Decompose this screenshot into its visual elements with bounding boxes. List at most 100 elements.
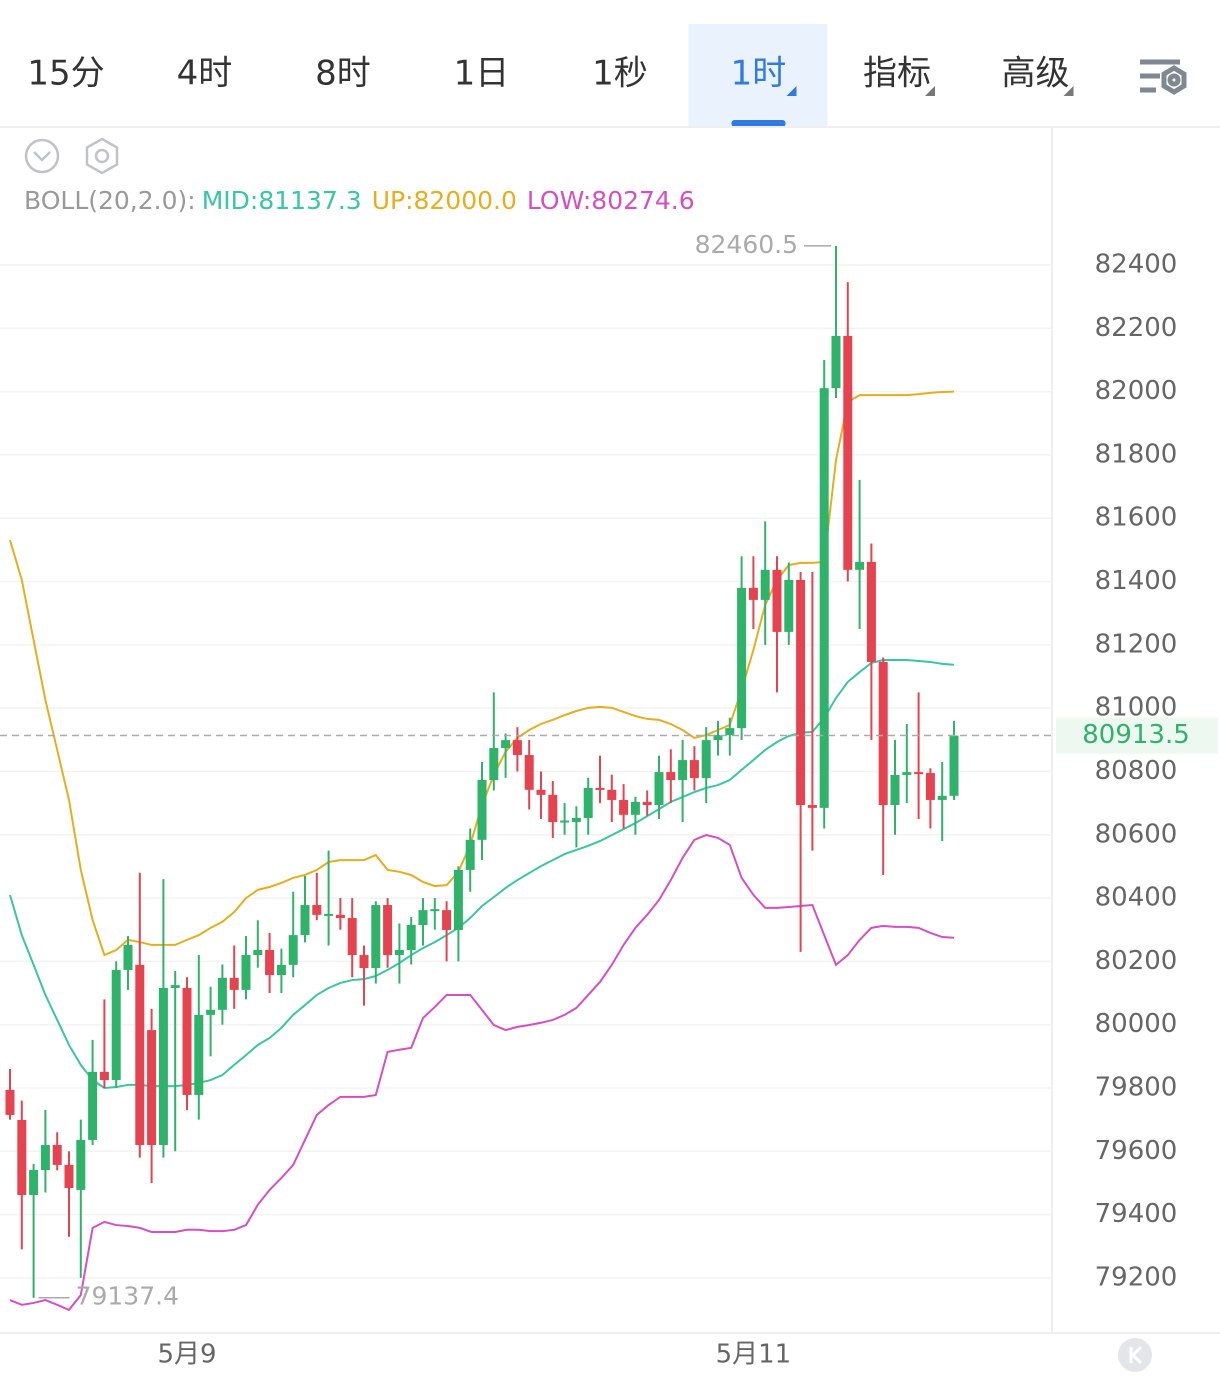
candle-body [914, 772, 924, 775]
last-price-tag [1056, 717, 1218, 754]
legend-item: MID:81137.3 [202, 186, 362, 215]
candle-body [276, 964, 286, 975]
indicator-legend: BOLL(20,2.0): MID:81137.3 UP:82000.0 LOW:80… [24, 186, 695, 215]
tab-label: 15分 [27, 54, 104, 94]
icon-hex [1161, 65, 1187, 95]
collapse-icon[interactable] [24, 138, 60, 174]
candle-body [99, 1071, 109, 1081]
candle-body [925, 773, 935, 800]
candle-body [855, 561, 865, 570]
candle-body [737, 587, 747, 729]
candle-body [217, 977, 227, 1010]
candle-body [890, 774, 900, 806]
candle-body [560, 820, 570, 823]
candle-body [477, 780, 487, 840]
plot-area: 82460.5 79137.4 [0, 230, 1052, 1312]
tab[interactable]: 4时 [177, 54, 233, 94]
candle-body [312, 905, 322, 915]
legend-label: BOLL(20,2.0): [24, 186, 196, 215]
icon-chevron [33, 151, 51, 162]
candle-body [324, 913, 334, 916]
tab-underline [731, 120, 786, 127]
candle-body [595, 787, 605, 790]
last-price-label: 80913.5 [1082, 720, 1190, 750]
tab[interactable]: 高级 [1002, 54, 1074, 97]
candle-body [725, 728, 735, 736]
tab-label: 1日 [454, 54, 510, 94]
tab-label: 4时 [177, 54, 233, 94]
candle-body [64, 1164, 74, 1189]
candle-body [501, 740, 511, 749]
tab[interactable]: 1时 [688, 24, 828, 127]
candle-body [359, 955, 369, 969]
candle-body [654, 772, 664, 806]
candle-body [630, 801, 640, 815]
settings-icon[interactable] [1140, 59, 1187, 95]
candle-body [843, 335, 853, 570]
candle-body [206, 1009, 216, 1015]
candle-body [394, 949, 404, 956]
candle-body [17, 1119, 27, 1195]
candle-body [807, 805, 817, 808]
candle-body [135, 964, 145, 1145]
high-marker-label: 82460.5 [695, 230, 798, 259]
candle-body [784, 579, 794, 632]
candle-body [642, 801, 652, 806]
tab[interactable]: 15分 [27, 54, 104, 94]
tab[interactable]: 1秒 [592, 54, 648, 94]
candle-body [748, 587, 758, 600]
candle-body [158, 987, 168, 1145]
candle-body [442, 910, 452, 931]
candle-body [453, 869, 463, 931]
candle-body [713, 735, 723, 741]
candle-body [772, 569, 782, 632]
chart-settings-icon[interactable] [85, 137, 119, 175]
candle-body [88, 1071, 98, 1140]
candle-body [418, 910, 428, 925]
tab[interactable]: 1日 [454, 54, 510, 94]
y-tick-label: 81400 [1095, 566, 1178, 596]
candle-body [300, 905, 310, 936]
candle-body [406, 924, 416, 950]
candle-body [40, 1144, 50, 1170]
icon-hex [85, 137, 119, 175]
legend-item: UP:82000.0 [372, 186, 517, 215]
candle-body [689, 760, 699, 779]
candle-body [678, 760, 688, 781]
scroll-latest-button[interactable] [1118, 1338, 1152, 1372]
y-tick-label: 82400 [1095, 250, 1178, 280]
dropdown-caret [1063, 86, 1074, 96]
candle-body [5, 1089, 15, 1115]
candle-body [253, 949, 263, 956]
y-tick-label: 80800 [1095, 756, 1178, 786]
icon-circle [24, 138, 60, 174]
candle-body [536, 789, 546, 795]
candle-body [937, 795, 947, 800]
y-tick-label: 80400 [1095, 883, 1178, 913]
candle-body [241, 955, 251, 990]
y-tick-label: 82000 [1095, 376, 1178, 406]
tab[interactable]: 指标 [863, 54, 935, 97]
candle-body [182, 987, 192, 1095]
y-tick-label: 79600 [1095, 1136, 1178, 1166]
y-tick-label: 79200 [1095, 1262, 1178, 1292]
candle-body [607, 789, 617, 800]
tab-label: 指标 [863, 54, 931, 94]
indicator-line [9, 834, 955, 1312]
candle-body [796, 579, 806, 806]
candle-body [147, 1030, 157, 1145]
candle-body [76, 1139, 86, 1190]
x-tick-label: 5月9 [157, 1340, 216, 1370]
y-tick-label: 80000 [1095, 1009, 1178, 1039]
candle-body [949, 735, 959, 796]
candle-body [111, 969, 121, 1081]
tab[interactable]: 8时 [315, 54, 371, 94]
candle-body [288, 935, 298, 965]
tab-label: 1秒 [592, 54, 648, 94]
candle-body [229, 977, 239, 990]
candle-body [760, 569, 770, 600]
candle-body [583, 787, 593, 818]
candle-body [347, 918, 357, 956]
candle-body [265, 949, 275, 975]
tab-label: 高级 [1002, 54, 1070, 94]
